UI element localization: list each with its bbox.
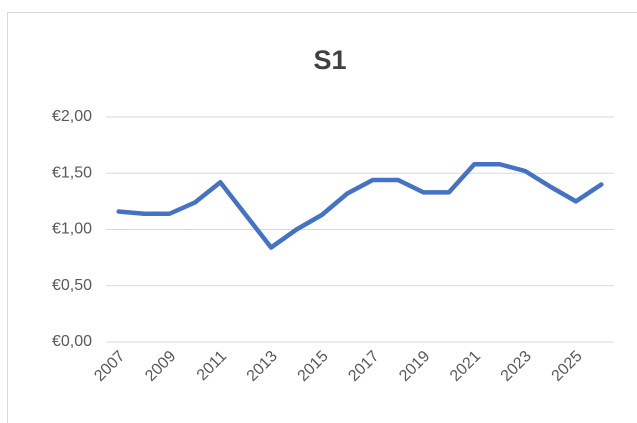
y-tick-label: €1,00 bbox=[52, 221, 92, 238]
chart-title: S1 bbox=[313, 45, 346, 75]
y-tick-label: €1,50 bbox=[52, 164, 92, 181]
data-line bbox=[116, 162, 604, 250]
y-tick-label: €2,00 bbox=[52, 108, 92, 125]
chart-frame bbox=[7, 12, 637, 423]
y-tick-label: €0,00 bbox=[52, 333, 92, 350]
y-tick-label: €0,50 bbox=[52, 277, 92, 294]
